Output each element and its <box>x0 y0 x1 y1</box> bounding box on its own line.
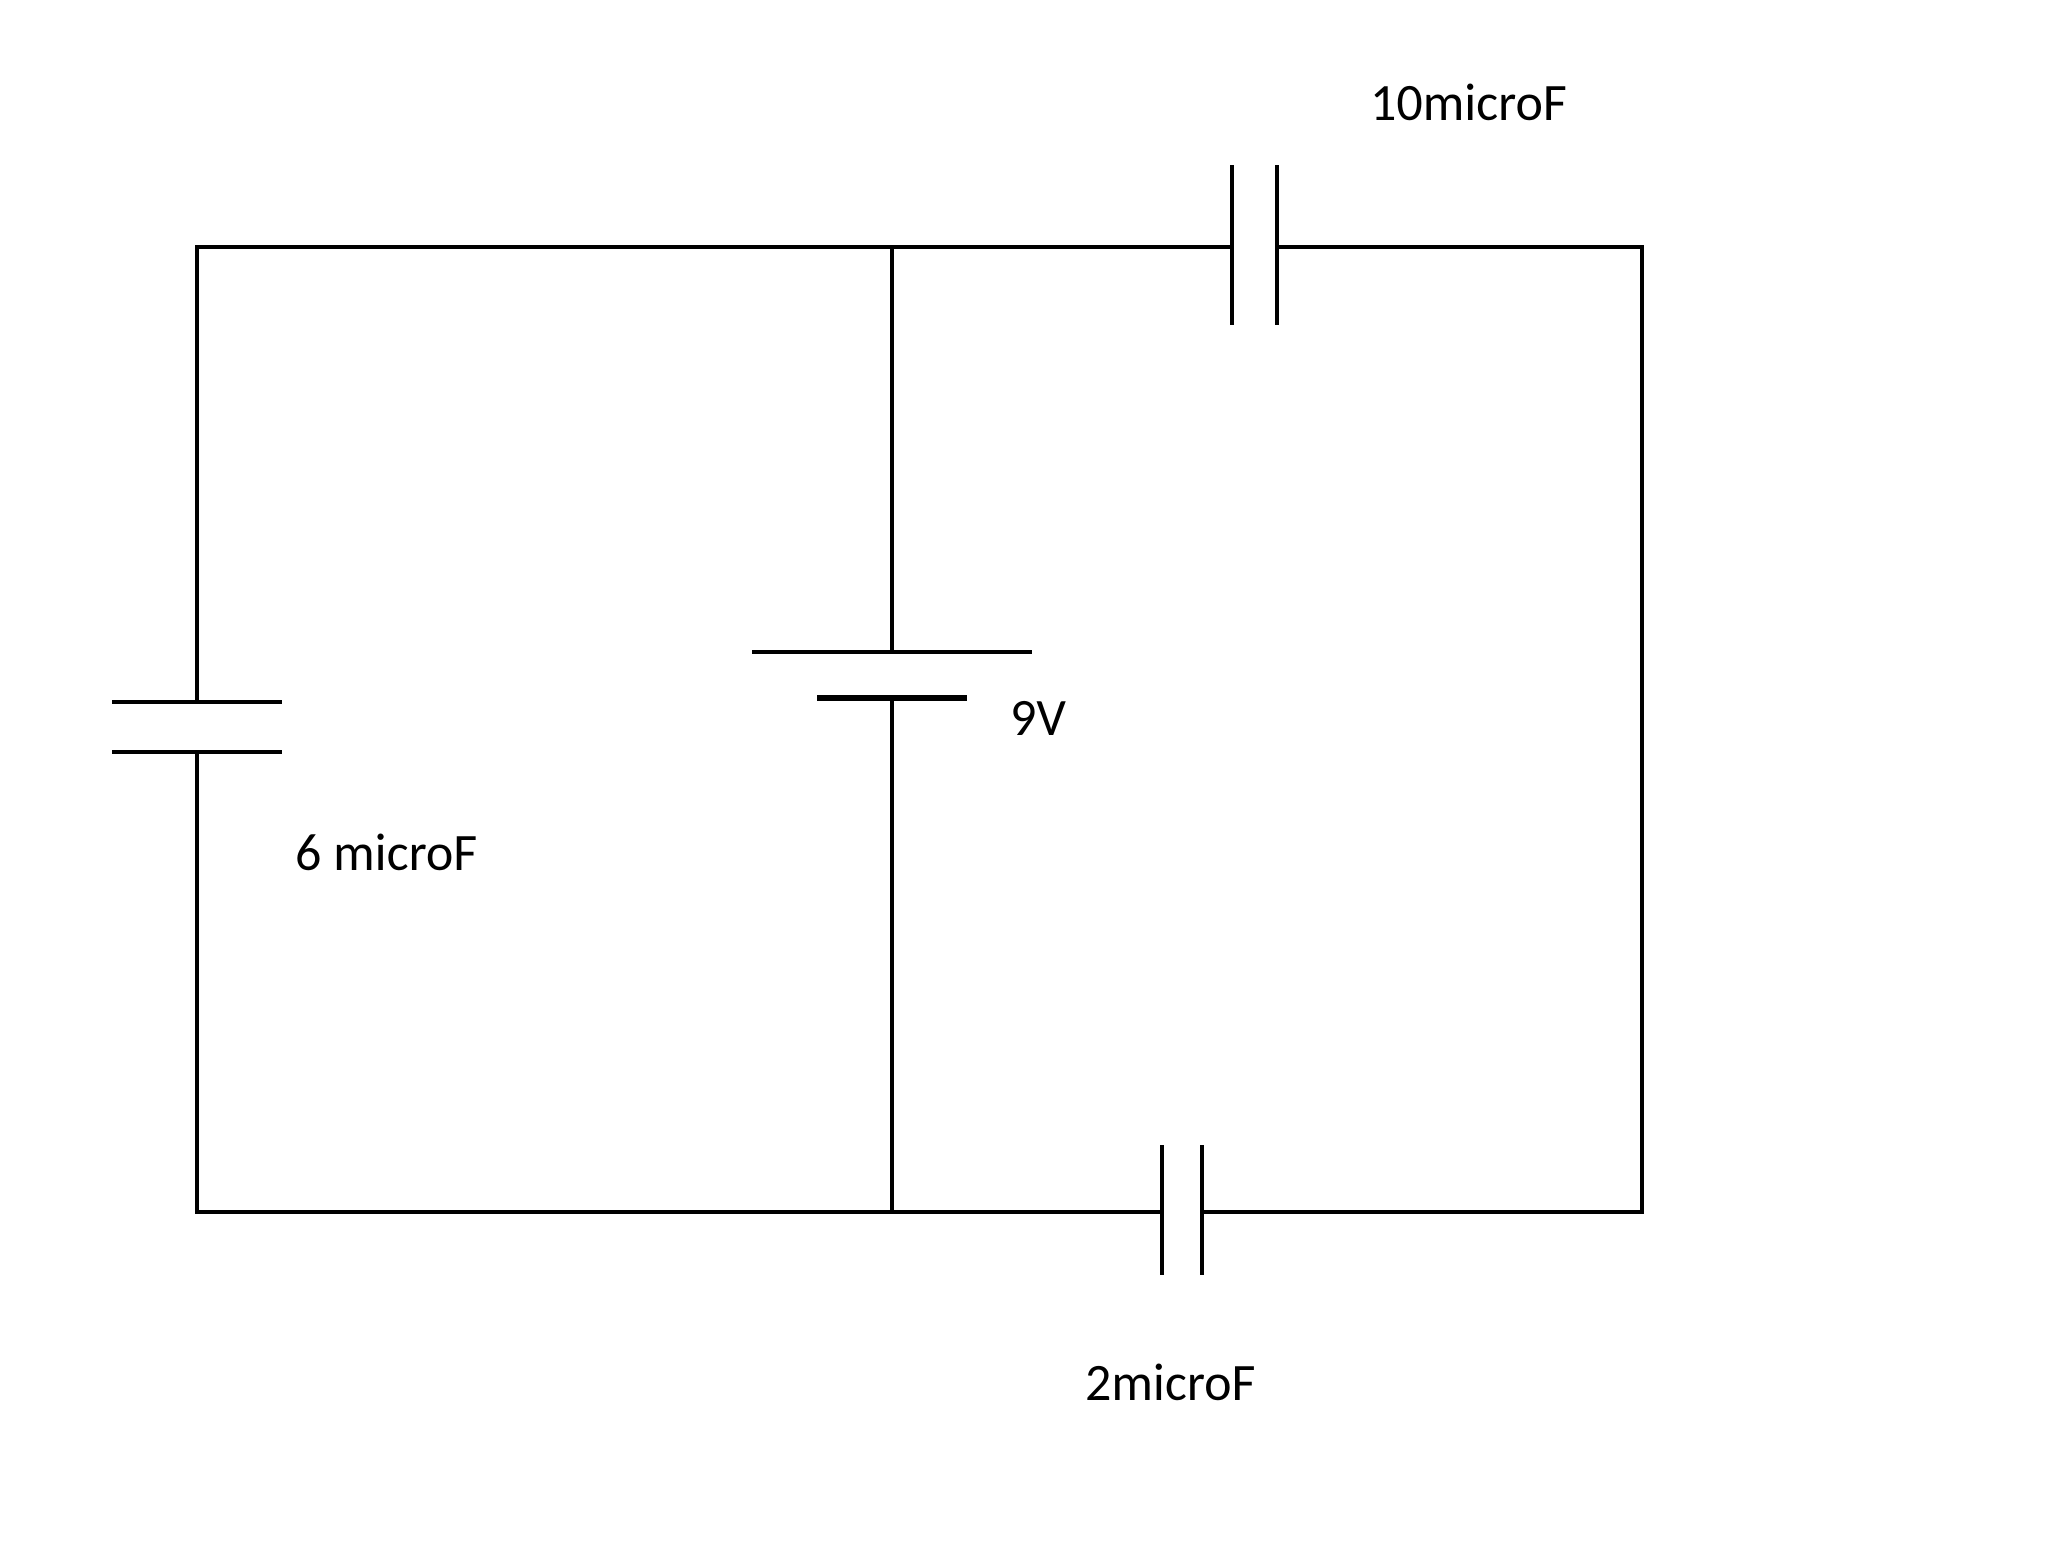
capacitor-top-plate-left <box>1230 165 1234 325</box>
label-cap-bottom: 2microF <box>1085 1350 1255 1414</box>
wire-top-right <box>1275 245 1644 249</box>
circuit-diagram: 10microF 6 microF 2microF 9V <box>0 0 2046 1541</box>
capacitor-top-plate-right <box>1275 165 1279 325</box>
wire-bottom-right <box>1200 1210 1644 1214</box>
capacitor-left-plate-top <box>112 700 282 704</box>
wire-left-top <box>195 245 199 700</box>
wire-right <box>1640 245 1644 1214</box>
wire-top-left <box>195 245 1230 249</box>
wire-middle-bottom <box>890 697 894 1214</box>
label-battery: 9V <box>1010 685 1066 749</box>
capacitor-left-plate-bottom <box>112 750 282 754</box>
battery-plate-long <box>752 650 1032 654</box>
label-cap-left: 6 microF <box>295 820 477 884</box>
capacitor-bottom-plate-left <box>1160 1145 1164 1275</box>
wire-middle-top <box>890 245 894 650</box>
capacitor-bottom-plate-right <box>1200 1145 1204 1275</box>
wire-left-bottom <box>195 750 199 1214</box>
wire-bottom-left <box>195 1210 1160 1214</box>
label-cap-top: 10microF <box>1370 70 1567 134</box>
battery-plate-short <box>817 695 967 701</box>
